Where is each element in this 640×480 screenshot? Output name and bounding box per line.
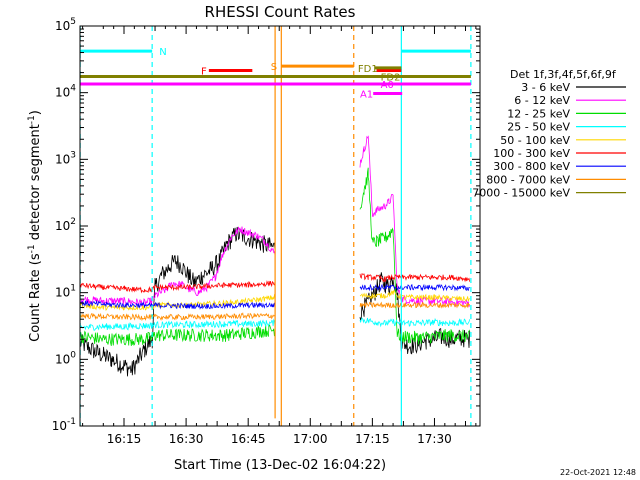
x-tick-label: 17:00 xyxy=(293,432,328,446)
x-tick-label: 16:45 xyxy=(231,432,266,446)
y-tick-label: 100 xyxy=(55,350,76,366)
flag-label-fd2: FD2 xyxy=(381,72,401,83)
y-tick-label: 103 xyxy=(55,150,76,166)
x-tick-label: 16:30 xyxy=(169,432,204,446)
y-tick-label: 105 xyxy=(55,17,76,33)
x-tick-label: 17:30 xyxy=(417,432,452,446)
x-tick-label: 16:15 xyxy=(107,432,142,446)
legend-label-8: 800 - 7000 keV xyxy=(486,173,570,186)
series-layer xyxy=(79,135,471,377)
flag-label-a1: A1 xyxy=(360,90,373,101)
legend-title: Det 1f,3f,4f,5f,6f,9f xyxy=(510,68,617,81)
series-line-8 xyxy=(79,301,471,322)
legend-label-6: 100 - 300 keV xyxy=(493,147,570,160)
legend-label-4: 25 - 50 keV xyxy=(507,121,570,134)
flag-label-f: F xyxy=(201,67,207,78)
series-line-4 xyxy=(79,317,471,331)
y-tick-label: 102 xyxy=(55,217,76,233)
chart-title: RHESSI Count Rates xyxy=(205,3,356,21)
legend-label-2: 6 - 12 keV xyxy=(514,94,570,107)
flag-label-a0: A0 xyxy=(381,80,394,91)
legend-label-1: 3 - 6 keV xyxy=(521,81,570,94)
series-line-3 xyxy=(79,167,471,347)
flag-label-s: S xyxy=(271,62,277,73)
y-tick-label: 10-1 xyxy=(52,417,76,433)
legend-label-9: 7000 - 15000 keV xyxy=(472,187,570,200)
x-axis-label: Start Time (13-Dec-02 16:04:22) xyxy=(174,458,386,473)
flag-label-n: N xyxy=(159,47,166,58)
axis-layer: 16:15 16:30 16:45 17:00 17:15 17:30 10-1 100 101… xyxy=(52,17,480,446)
series-line-7 xyxy=(80,283,470,310)
y-tick-label: 104 xyxy=(55,84,76,100)
legend-label-7: 300 - 800 keV xyxy=(493,160,570,173)
legend-label-3: 12 - 25 keV xyxy=(507,107,570,120)
y-axis-label: Count Rate (s-1 detector segment-1) xyxy=(27,110,43,342)
y-tick-label: 101 xyxy=(55,284,76,300)
legend-label-5: 50 - 100 keV xyxy=(500,134,570,147)
timestamp: 22-Oct-2021 12:48 xyxy=(560,468,636,477)
x-tick-label: 17:15 xyxy=(355,432,390,446)
flag-label-fd1: FD1 xyxy=(358,64,378,75)
series-line-6 xyxy=(79,273,471,294)
